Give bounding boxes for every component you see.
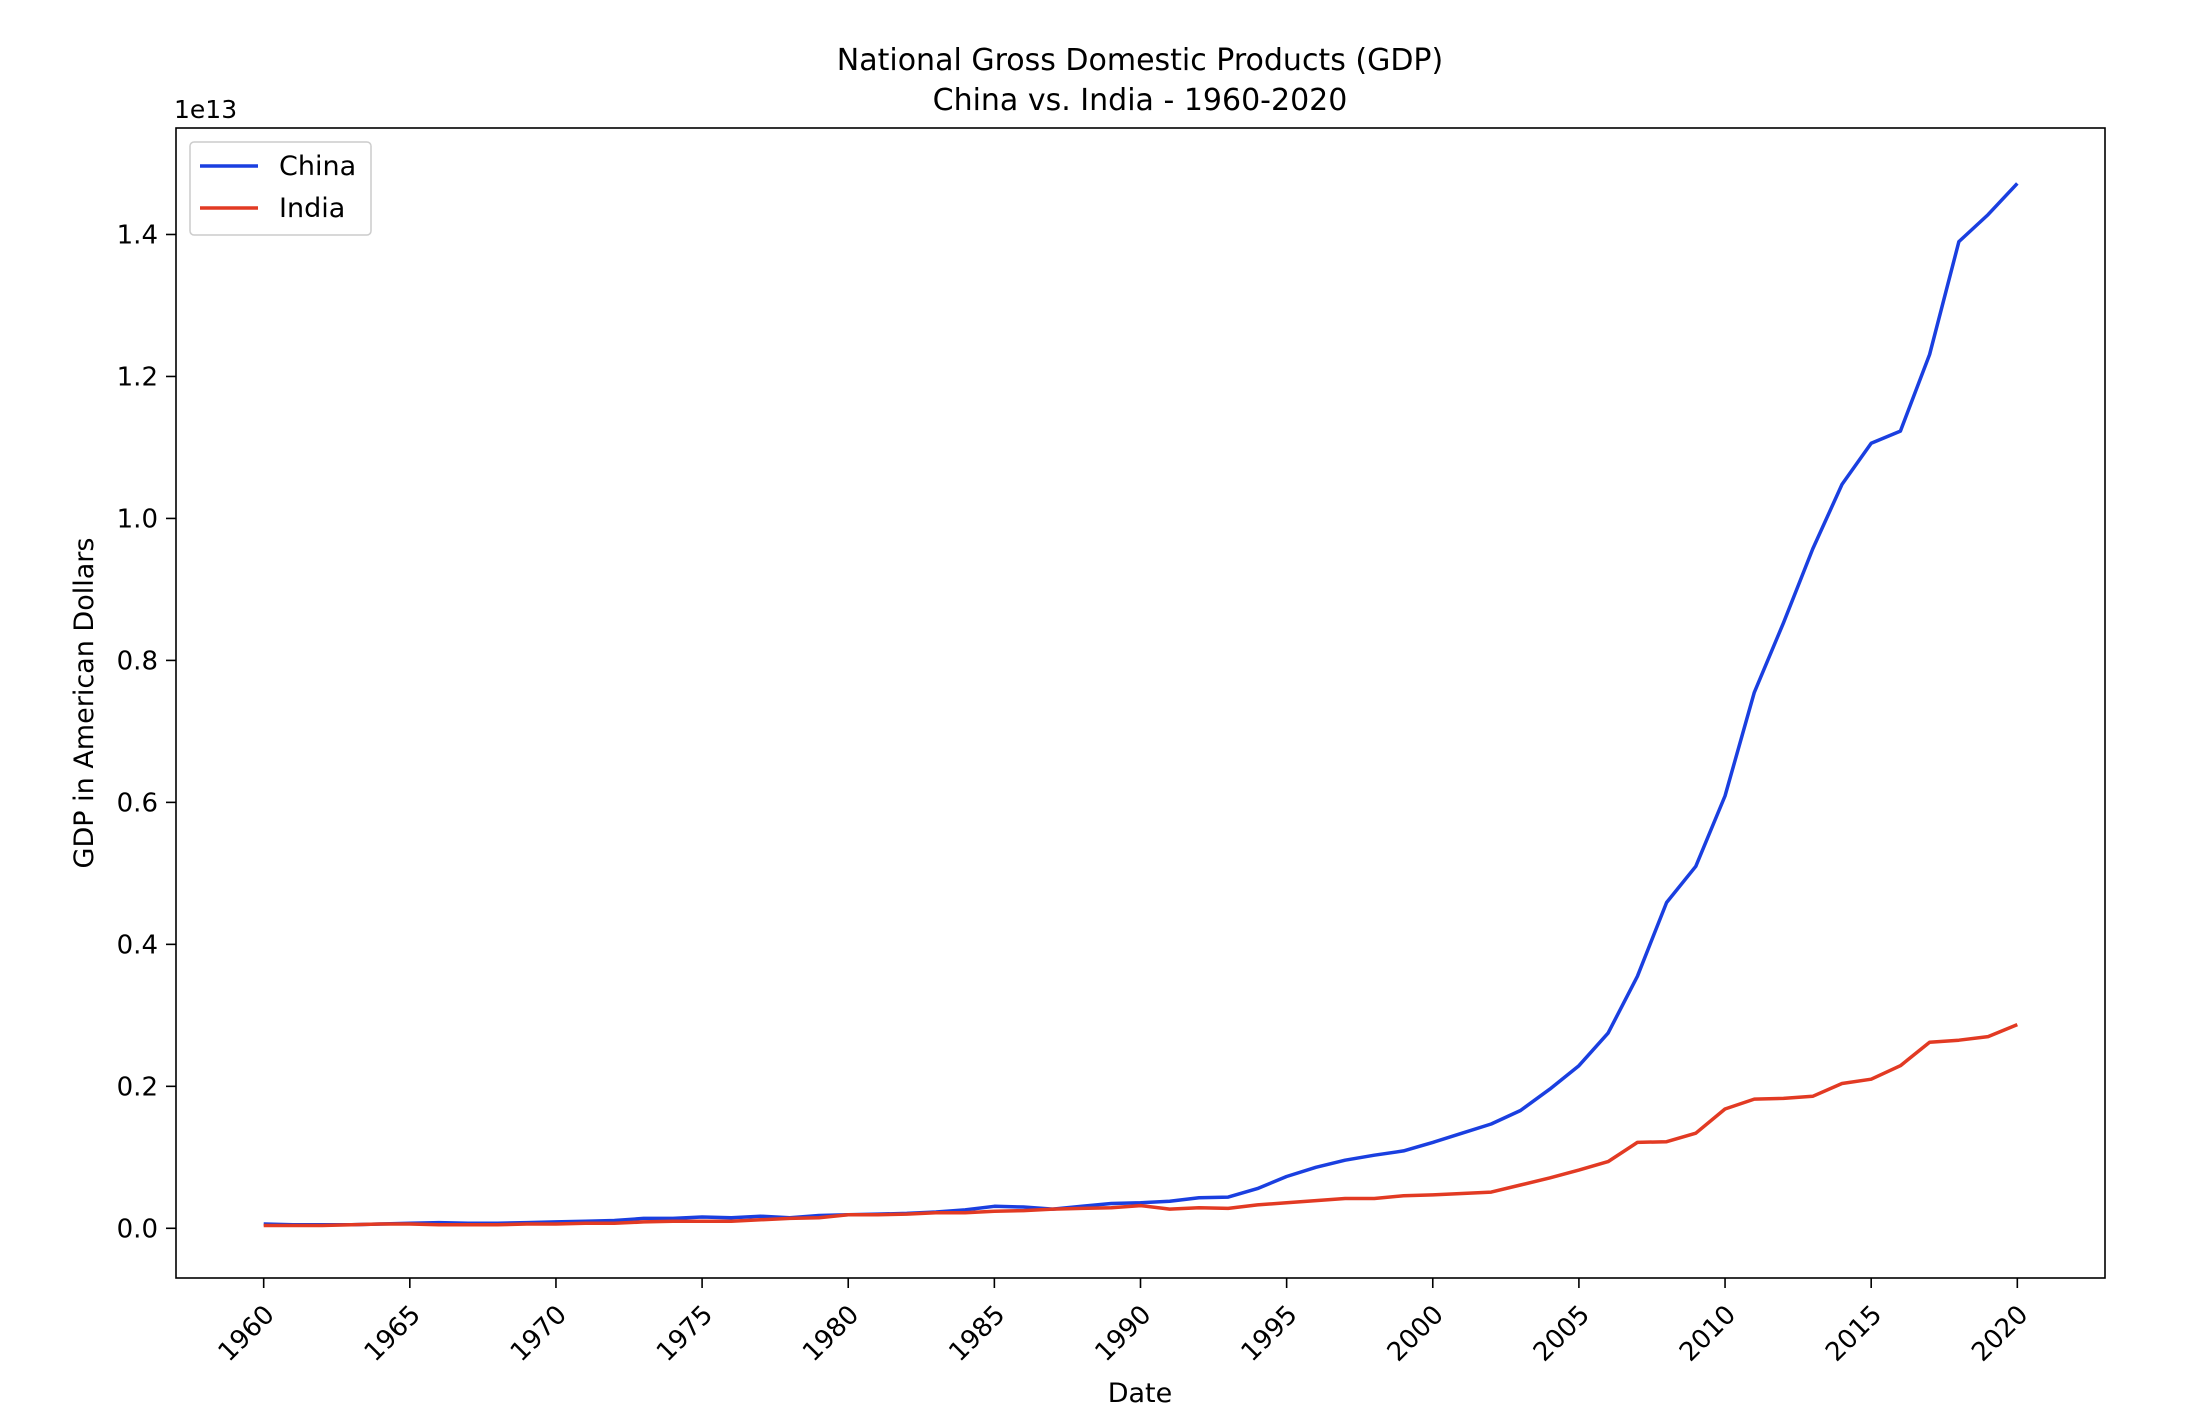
x-tick-label: 1960 — [213, 1300, 281, 1368]
legend-label-india: India — [279, 193, 345, 224]
y-tick-label: 0.6 — [117, 788, 158, 818]
y-offset-label: 1e13 — [174, 95, 237, 124]
x-tick-label: 1965 — [359, 1300, 427, 1368]
legend-label-china: China — [279, 151, 356, 182]
y-tick-label: 0.2 — [117, 1072, 158, 1102]
chart-title: National Gross Domestic Products (GDP) — [837, 43, 1443, 78]
series-lines — [263, 182, 2019, 1228]
x-tick-label: 1970 — [505, 1300, 573, 1368]
x-tick-label: 1980 — [797, 1300, 865, 1368]
y-tick-label: 0.8 — [117, 646, 158, 676]
x-axis-ticks: 1960 1965 1970 1975 1980 1985 1990 1995 2000 2005… — [213, 1278, 2034, 1368]
y-axis-ticks: 0.0 0.2 0.4 0.6 0.8 1.0 1.2 1.4 — [117, 220, 176, 1244]
x-tick-label: 2015 — [1820, 1300, 1888, 1368]
x-tick-label: 2020 — [1966, 1300, 2034, 1368]
x-tick-label: 1975 — [651, 1300, 719, 1368]
x-tick-label: 2005 — [1528, 1300, 1596, 1368]
y-axis-label: GDP in American Dollars — [69, 538, 100, 869]
y-tick-label: 1.2 — [117, 362, 158, 392]
series-line-china — [263, 182, 2019, 1227]
x-tick-label: 2010 — [1674, 1300, 1742, 1368]
plot-frame — [175, 127, 2106, 1279]
y-tick-label: 1.0 — [117, 504, 158, 534]
x-tick-label: 1985 — [943, 1300, 1011, 1368]
x-tick-label: 1995 — [1236, 1300, 1304, 1368]
y-tick-label: 0.0 — [117, 1214, 158, 1244]
y-tick-label: 1.4 — [117, 220, 158, 250]
chart-subtitle: China vs. India - 1960-2020 — [933, 83, 1348, 118]
series-line-india — [263, 1022, 2018, 1228]
x-axis-label: Date — [1108, 1378, 1173, 1409]
legend: China India — [189, 141, 372, 236]
y-tick-label: 0.4 — [117, 930, 158, 960]
x-tick-label: 2000 — [1382, 1300, 1450, 1368]
x-tick-label: 1990 — [1089, 1300, 1157, 1368]
